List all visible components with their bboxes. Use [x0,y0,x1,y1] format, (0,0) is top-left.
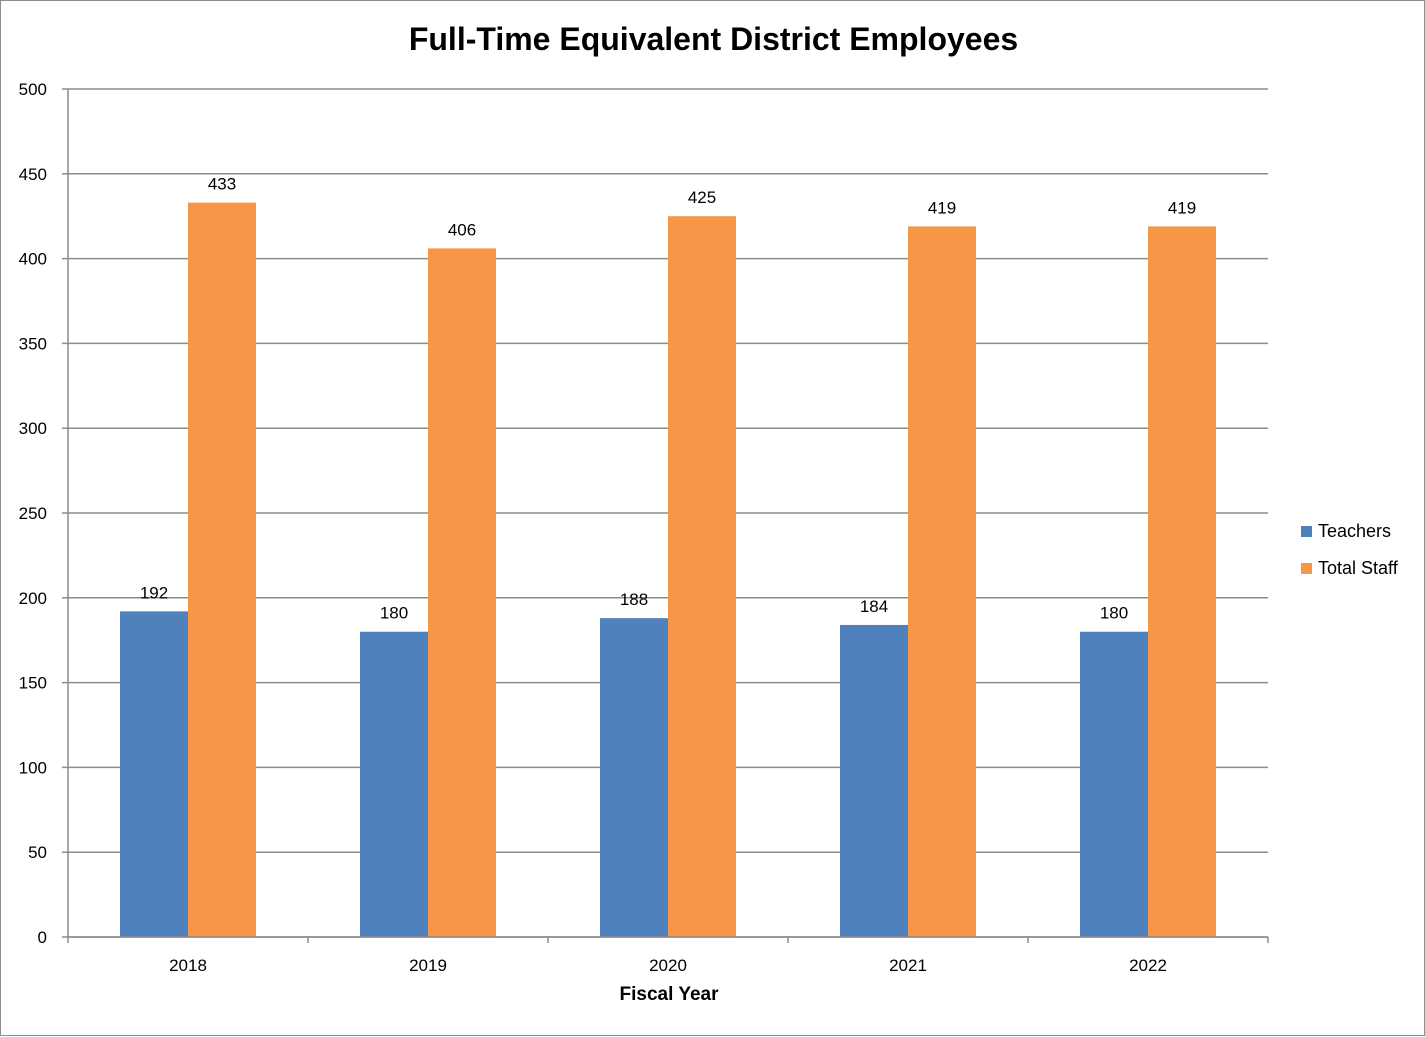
legend-item-total-staff: Total Staff [1301,556,1398,580]
bar-teachers [360,631,428,937]
data-label-teachers: 180 [380,604,408,623]
data-label-teachers: 180 [1100,604,1128,623]
bar-teachers [600,618,668,937]
chart-legend: Teachers Total Staff [1301,519,1398,593]
y-tick-label: 300 [19,419,47,438]
data-label-total-staff: 406 [448,220,476,239]
legend-label-total-staff: Total Staff [1318,557,1398,578]
x-tick-label: 2020 [649,956,687,975]
y-tick-label: 50 [28,843,47,862]
data-label-total-staff: 433 [208,175,236,194]
x-tick-label: 2022 [1129,956,1167,975]
bar-total-staff [1148,226,1216,938]
bar-total-staff [188,202,256,937]
data-label-total-staff: 419 [928,198,956,217]
legend-item-teachers: Teachers [1301,519,1398,543]
x-axis-title: Fiscal Year [619,984,719,1005]
y-tick-label: 250 [19,504,47,523]
data-label-teachers: 192 [140,583,168,602]
y-tick-label: 450 [19,165,47,184]
data-label-total-staff: 425 [688,188,716,207]
legend-swatch-teachers [1301,525,1312,537]
y-tick-label: 400 [19,250,47,269]
y-tick-label: 0 [38,928,47,947]
y-tick-label: 200 [19,589,47,608]
bar-teachers [120,611,188,937]
y-tick-label: 100 [19,758,47,777]
data-label-teachers: 188 [620,590,648,609]
x-tick-label: 2019 [409,956,447,975]
y-tick-label: 500 [19,80,47,99]
bar-total-staff [668,216,736,937]
bar-teachers [1080,631,1148,937]
y-tick-label: 150 [19,674,47,693]
bar-total-staff [428,248,496,937]
y-tick-label: 350 [19,334,47,353]
x-tick-label: 2018 [169,956,207,975]
x-tick-label: 2021 [889,956,927,975]
bar-teachers [840,624,908,937]
legend-label-teachers: Teachers [1318,520,1392,541]
chart-title: Full-Time Equivalent District Employees [408,21,1019,57]
bar-total-staff [908,226,976,938]
legend-swatch-total-staff [1301,562,1312,574]
data-label-total-staff: 419 [1168,198,1196,217]
data-label-teachers: 184 [860,597,888,616]
